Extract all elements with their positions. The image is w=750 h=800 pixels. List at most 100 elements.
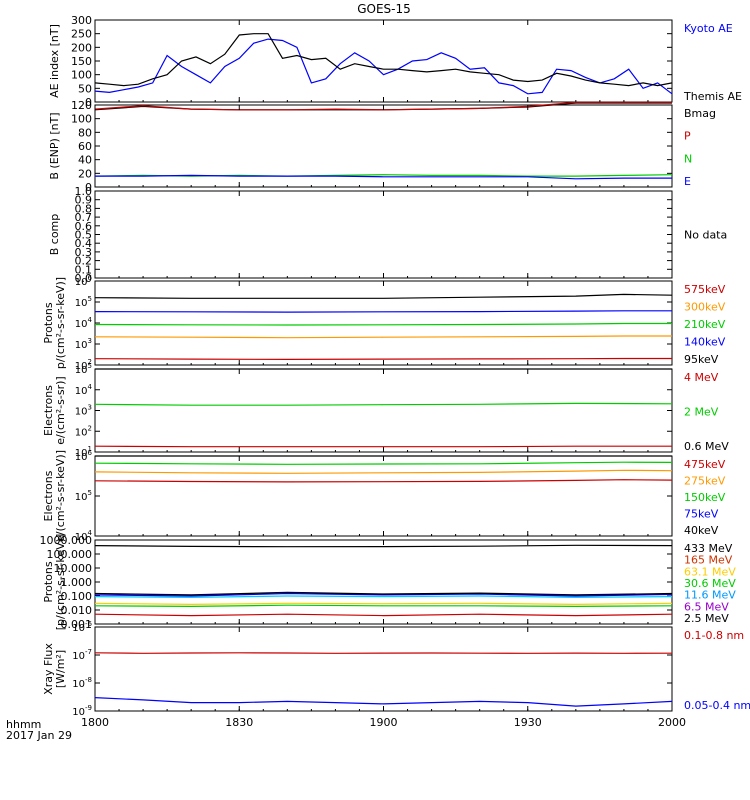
y-tick-label: 102 xyxy=(75,358,92,372)
series-line-140kev xyxy=(94,335,672,339)
y-tick-label: 0.7 xyxy=(75,211,93,224)
y-tick-label: 1000.000 xyxy=(40,534,93,547)
y-tick-label: 300 xyxy=(71,14,92,27)
y-tick-label: 10-7 xyxy=(72,648,92,662)
y-tick-label: 1.000 xyxy=(61,576,93,589)
y-tick-label: 0 xyxy=(85,181,92,194)
y-tick-label: 80 xyxy=(78,126,92,139)
legend-entry: 140keV xyxy=(684,336,726,349)
y-tick-label: 103 xyxy=(75,404,92,418)
panel-xray: 10-9 10-8 10-7 10-6 Xray Flux [W/m²] 0.1-0.8 n… xyxy=(42,620,750,718)
y-axis-label: B (ENP) [nT] xyxy=(48,112,61,179)
y-tick-label: 100.000 xyxy=(47,548,93,561)
panel-frame xyxy=(94,190,673,279)
panel-frame xyxy=(94,280,673,366)
y-tick-label: 0.5 xyxy=(75,229,93,242)
y-tick-label: 106 xyxy=(75,274,93,288)
y-tick-label: 0.9 xyxy=(75,194,93,207)
y-axis-label: Electrons xyxy=(42,470,55,521)
series-line-95kev xyxy=(94,357,672,360)
legend-entry: 95keV xyxy=(684,353,719,366)
series-line-0-1-0-8-nm xyxy=(94,652,673,654)
y-tick-label: 0.2 xyxy=(75,255,93,268)
date-label-date: 2017 Jan 29 xyxy=(6,729,72,742)
y-tick-label: 100 xyxy=(71,69,92,82)
y-tick-label: 0.8 xyxy=(75,202,93,215)
legend-entry: 2 MeV xyxy=(684,406,719,419)
y-tick-label: 40 xyxy=(78,154,92,167)
series-line-165-mev xyxy=(94,613,673,617)
legend-entry: 275keV xyxy=(684,475,726,488)
legend-entry: 475keV xyxy=(684,458,726,471)
y-axis-label: Protons xyxy=(42,302,55,343)
chart-title: GOES-15 xyxy=(357,2,411,16)
y-axis-label: B comp xyxy=(48,214,61,256)
y-tick-label: 0.100 xyxy=(61,590,93,603)
legend-entry: Bmag xyxy=(684,107,716,120)
legend-entry: 165 MeV xyxy=(684,554,733,567)
y-tick-label: 105 xyxy=(75,295,92,309)
legend-entry: Kyoto AE xyxy=(684,22,733,35)
y-tick-label: 0.1 xyxy=(75,263,93,276)
panel-frame xyxy=(94,626,673,712)
y-tick-label: 10-6 xyxy=(72,620,92,634)
legend-entry: 4 MeV xyxy=(684,371,719,384)
panel-frame xyxy=(94,455,673,537)
y-tick-label: 0.6 xyxy=(75,220,93,233)
y-tick-label: 105 xyxy=(75,362,92,376)
y-tick-label: 105 xyxy=(75,489,92,503)
date-label-hhmm: hhmm xyxy=(6,718,41,731)
x-tick-label: 1900 xyxy=(370,716,398,729)
legend-entry: 75keV xyxy=(684,508,719,521)
y-tick-label: 104 xyxy=(75,316,93,330)
panel-protons_mev: 0.0010.0100.1001.00010.000100.0001000.00… xyxy=(40,534,737,631)
y-tick-label: 20 xyxy=(78,167,92,180)
y-tick-label: 0.0 xyxy=(75,272,93,285)
legend-entry: P xyxy=(684,130,691,143)
series-line-433-mev xyxy=(94,544,673,548)
x-axis: 1800 1830 1900 1930 2000 xyxy=(81,20,686,729)
y-tick-label: 0.4 xyxy=(75,237,93,250)
y-axis-label: e/(cm²-s-sr)] xyxy=(54,376,67,444)
y-axis-label: Xray Flux xyxy=(42,643,55,695)
y-tick-label: 50 xyxy=(78,82,92,95)
panel-bcomp: 0.00.10.20.30.40.50.60.70.80.91.0 B comp N… xyxy=(48,185,727,285)
y-axis-label: [p/(cm²-s-sr-keV)] xyxy=(54,534,67,631)
series-line-themis-ae xyxy=(94,33,673,87)
x-tick-label: 1800 xyxy=(81,716,109,729)
y-tick-label: 120 xyxy=(71,99,92,112)
legend-entry: 0.6 MeV xyxy=(684,440,729,453)
legend-entry: 575keV xyxy=(684,283,726,296)
y-tick-label: 0.3 xyxy=(75,246,93,259)
series-line-0-05-0-4-nm xyxy=(94,697,673,707)
series-line-575kev xyxy=(94,293,673,299)
y-axis-label: p/(cm²-s-sr-keV)] xyxy=(54,277,67,369)
legend-entry: 0.1-0.8 nm xyxy=(684,629,744,642)
series-line-475kev xyxy=(94,461,673,465)
y-tick-label: 1.0 xyxy=(75,185,93,198)
legend-entry: 30.6 MeV xyxy=(684,577,736,590)
y-tick-label: 10.000 xyxy=(54,562,93,575)
y-tick-label: 103 xyxy=(75,337,92,351)
y-tick-label: 150 xyxy=(71,55,92,68)
y-tick-label: 104 xyxy=(75,529,93,543)
legend-entry: 433 MeV xyxy=(684,542,733,555)
x-tick-label: 2000 xyxy=(658,716,686,729)
series-line-150kev xyxy=(94,479,673,483)
legend-entry: Themis AE xyxy=(683,90,742,103)
y-tick-label: 102 xyxy=(75,424,92,438)
series-line-4-mev xyxy=(94,445,672,448)
legend-entry: 6.5 MeV xyxy=(684,600,729,613)
series-line-11-6-mev xyxy=(94,595,673,599)
panel-frame xyxy=(94,368,673,453)
y-axis-label: Electrons xyxy=(42,385,55,436)
y-axis-label: e/(cm²-s-sr-keV)] xyxy=(54,450,67,542)
series-line-n xyxy=(94,174,673,177)
legend-entry: 210keV xyxy=(684,318,726,331)
panel-electrons_mev: 101 102 103 104 105 Electrons e/(cm²-s-sr)] 4 M… xyxy=(42,362,729,459)
y-tick-label: 60 xyxy=(78,140,92,153)
series-line-30-6-mev xyxy=(94,604,673,608)
series-line-2-mev xyxy=(94,402,673,406)
